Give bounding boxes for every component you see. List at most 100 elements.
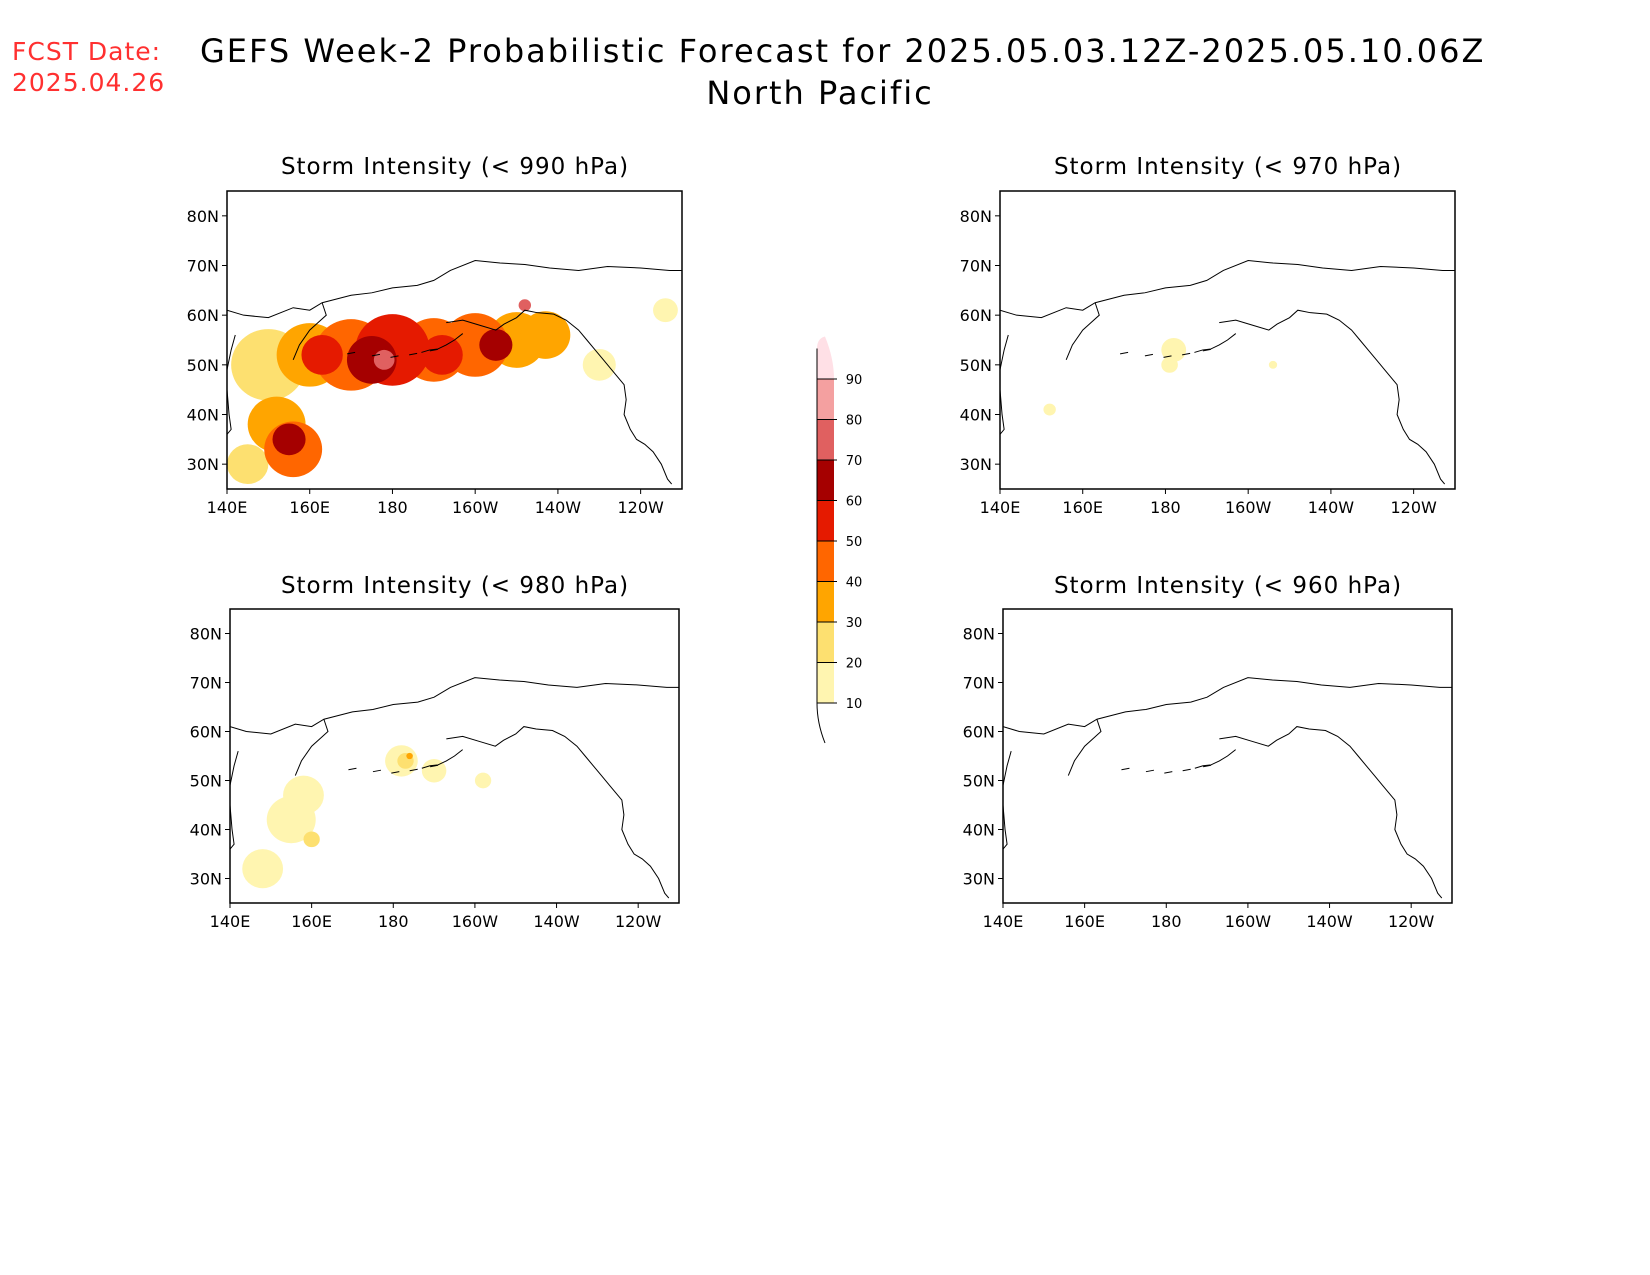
island xyxy=(372,769,382,773)
panel-title: Storm Intensity (< 970 hPa) xyxy=(1054,154,1402,180)
colorbar-label: 70 xyxy=(846,454,863,469)
lat-tick-label: 50N xyxy=(963,772,995,791)
lon-tick-label: 140E xyxy=(210,912,251,931)
probability-area xyxy=(301,335,343,375)
lat-tick-label: 70N xyxy=(960,257,992,276)
colorbar-label: 50 xyxy=(846,535,863,550)
coastline xyxy=(446,726,670,899)
coastline xyxy=(446,309,673,485)
coastline xyxy=(1003,804,1008,850)
island xyxy=(1145,769,1155,773)
coastline xyxy=(1219,726,1443,899)
colorbar-label: 60 xyxy=(846,495,863,510)
coastline xyxy=(230,750,239,786)
lat-tick-label: 60N xyxy=(187,306,219,325)
panel-title: Storm Intensity (< 990 hPa) xyxy=(281,154,629,180)
colorbar-label: 40 xyxy=(846,576,863,591)
coastline xyxy=(1000,389,1005,436)
panel-title: Storm Intensity (< 960 hPa) xyxy=(1054,573,1402,599)
colorbar-label: 90 xyxy=(846,373,863,388)
island xyxy=(409,768,418,772)
lat-tick-label: 60N xyxy=(190,723,222,742)
colorbar-swatch xyxy=(817,622,834,663)
lat-tick-label: 70N xyxy=(187,257,219,276)
probability-area xyxy=(272,423,306,456)
colorbar-swatch xyxy=(817,662,834,703)
colorbar: 10 20 30 40 50 60 70 80 90 xyxy=(816,336,863,744)
probability-area xyxy=(346,336,397,384)
probability-area xyxy=(303,831,320,848)
map-frame xyxy=(229,608,680,904)
lon-tick-label: 160W xyxy=(1225,498,1272,517)
coastline xyxy=(1065,302,1100,361)
lat-tick-label: 40N xyxy=(187,406,219,425)
lon-tick-label: 140W xyxy=(535,498,582,517)
figure-title: GEFS Week-2 Probabilistic Forecast for 2… xyxy=(200,30,1486,114)
lat-tick-label: 40N xyxy=(190,821,222,840)
coastline xyxy=(230,804,235,850)
lat-tick-label: 50N xyxy=(190,772,222,791)
lat-tick-label: 50N xyxy=(187,356,219,375)
probability-area xyxy=(1268,360,1278,369)
colorbar-label: 30 xyxy=(846,616,863,631)
lon-tick-label: 120W xyxy=(617,498,664,517)
region-line: North Pacific xyxy=(706,74,934,112)
lon-tick-label: 160W xyxy=(1225,912,1272,931)
island xyxy=(1163,355,1172,358)
island xyxy=(429,348,438,352)
coastline xyxy=(1000,334,1009,370)
coastline xyxy=(1194,333,1237,353)
lon-tick-label: 140W xyxy=(533,912,580,931)
lat-tick-label: 30N xyxy=(187,455,219,474)
lon-tick-label: 180 xyxy=(1151,912,1182,931)
lon-tick-label: 160E xyxy=(1062,498,1103,517)
lat-tick-label: 80N xyxy=(190,625,222,644)
coastline xyxy=(227,389,232,436)
island xyxy=(429,764,439,768)
map-frame xyxy=(1002,608,1453,904)
probability-area xyxy=(1161,356,1178,373)
map-field xyxy=(1003,677,1452,899)
lon-tick-label: 120W xyxy=(1388,912,1435,931)
lon-tick-label: 120W xyxy=(1390,498,1437,517)
island xyxy=(1144,353,1154,357)
colorbar-swatch xyxy=(817,500,834,541)
lat-tick-label: 70N xyxy=(963,674,995,693)
coastline xyxy=(230,677,679,735)
map-panel-p980: Storm Intensity (< 980 hPa) 140E 160E 180 16… xyxy=(190,573,680,931)
lat-tick-label: 60N xyxy=(963,723,995,742)
lon-tick-label: 160W xyxy=(452,498,499,517)
lat-tick-label: 50N xyxy=(960,356,992,375)
probability-area xyxy=(406,752,413,760)
coastline xyxy=(1194,749,1236,769)
lon-tick-label: 180 xyxy=(377,498,408,517)
lat-tick-label: 80N xyxy=(960,207,992,226)
probability-area xyxy=(520,311,571,359)
lon-tick-label: 160W xyxy=(452,912,499,931)
probability-area xyxy=(421,335,463,375)
colorbar-label: 20 xyxy=(846,657,863,672)
coastline xyxy=(294,719,329,776)
probability-area xyxy=(373,349,395,370)
title-line: GEFS Week-2 Probabilistic Forecast for 2… xyxy=(200,32,1486,70)
map-frame xyxy=(226,190,683,490)
lon-tick-label: 140W xyxy=(1306,912,1353,931)
probability-area xyxy=(421,758,447,783)
panel-title: Storm Intensity (< 980 hPa) xyxy=(281,573,629,599)
colorbar-label: 80 xyxy=(846,414,863,429)
coastline xyxy=(1067,719,1102,776)
lon-tick-label: 160E xyxy=(289,498,330,517)
colorbar-swatch-top xyxy=(817,336,834,379)
probability-area xyxy=(1043,403,1056,416)
lon-tick-label: 160E xyxy=(291,912,332,931)
island xyxy=(1182,352,1191,356)
lon-tick-label: 180 xyxy=(378,912,409,931)
coastline xyxy=(1003,750,1012,786)
map-panel-p970: Storm Intensity (< 970 hPa) 140E 160E 180 16… xyxy=(960,154,1456,517)
island xyxy=(390,355,399,358)
lon-tick-label: 120W xyxy=(615,912,662,931)
colorbar-swatch xyxy=(817,419,834,460)
lat-tick-label: 80N xyxy=(963,625,995,644)
map-frame xyxy=(999,190,1456,490)
